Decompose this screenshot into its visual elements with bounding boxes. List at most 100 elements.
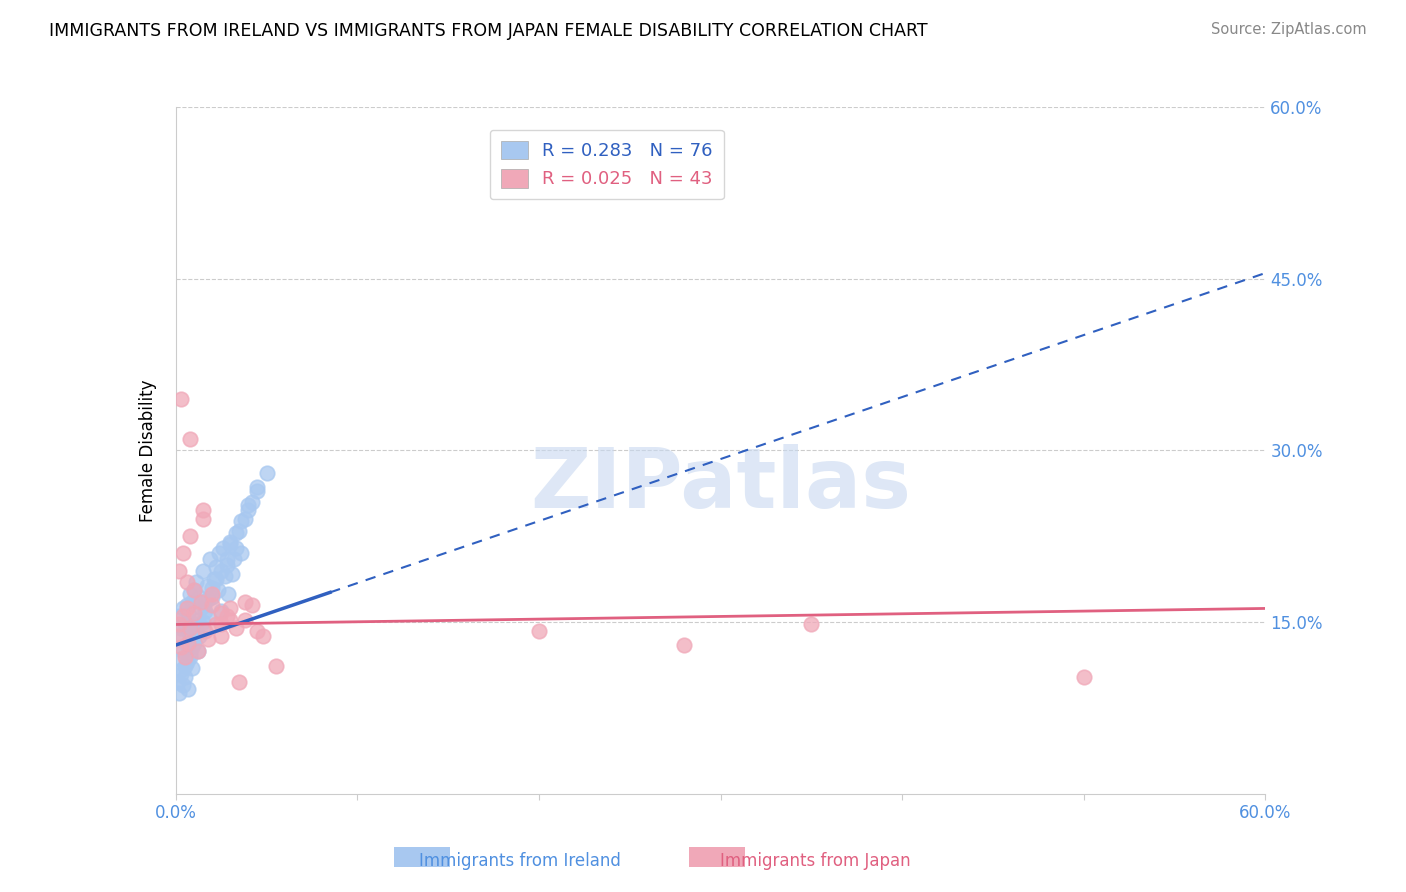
Point [176,575,198,590]
Point [1073,670,1095,684]
Point [194,624,217,639]
Point [172,609,194,624]
Point [207,583,229,598]
Point [225,541,247,555]
Point [233,613,256,627]
Point [166,629,188,643]
Point [246,480,269,494]
Point [179,647,201,661]
Point [191,621,214,635]
Point [202,572,225,586]
Point [200,552,222,566]
Point [177,606,200,620]
Point [184,575,207,590]
Point [166,674,188,689]
Point [209,606,232,620]
Point [204,572,226,586]
Point [197,632,219,647]
Point [179,529,201,543]
Point [169,617,191,632]
Point [225,621,247,635]
Point [201,581,224,595]
Point [173,658,195,673]
Point [181,661,204,675]
Point [169,652,191,666]
Point [179,586,201,600]
Point [188,629,211,643]
Point [181,594,204,608]
Point [221,567,243,582]
Point [176,655,198,669]
Point [194,604,217,618]
Point [246,483,269,498]
Point [527,624,550,639]
Point [172,678,194,692]
Point [228,524,250,538]
Point [177,624,200,639]
Point [231,546,253,561]
Point [195,578,218,592]
Point [170,663,193,677]
Point [231,515,253,529]
Point [186,644,209,658]
Point [238,499,260,513]
Point [191,564,214,578]
Text: IMMIGRANTS FROM IRELAND VS IMMIGRANTS FROM JAPAN FEMALE DISABILITY CORRELATION C: IMMIGRANTS FROM IRELAND VS IMMIGRANTS FR… [49,22,928,40]
Point [209,564,232,578]
Point [183,629,205,643]
Point [173,617,195,632]
Point [240,495,263,509]
Point [170,392,193,406]
Point [204,560,226,574]
Point [177,636,200,650]
Point [183,606,205,620]
Point [215,552,238,566]
Point [176,638,198,652]
Y-axis label: Female Disability: Female Disability [139,379,157,522]
Point [209,604,232,618]
Point [179,649,201,664]
Point [170,640,193,655]
Point [190,594,212,608]
Point [208,546,231,561]
Point [181,640,204,655]
Point [172,644,194,658]
Point [197,609,219,624]
Text: Source: ZipAtlas.com: Source: ZipAtlas.com [1211,22,1367,37]
Point [183,583,205,598]
Point [264,658,287,673]
Point [183,583,205,598]
Point [256,467,278,481]
Point [215,558,238,572]
Point [217,586,239,600]
Point [186,644,209,658]
Point [179,621,201,635]
Text: Immigrants from Ireland: Immigrants from Ireland [419,852,621,870]
Point [169,564,191,578]
Legend: R = 0.283   N = 76, R = 0.025   N = 43: R = 0.283 N = 76, R = 0.025 N = 43 [489,130,724,199]
Point [179,432,201,446]
Text: Immigrants from Japan: Immigrants from Japan [720,852,911,870]
Point [166,632,188,647]
Point [191,503,214,517]
Point [219,613,242,627]
Point [169,609,191,624]
Point [173,649,195,664]
Point [214,569,236,583]
Point [197,592,219,607]
Point [184,617,207,632]
Point [246,624,269,639]
Point [176,601,198,615]
Point [219,537,242,551]
Point [233,512,256,526]
Point [219,535,242,549]
Point [184,624,207,639]
Point [209,629,232,643]
Point [233,594,256,608]
Point [201,590,224,604]
Point [194,594,217,608]
Point [169,686,191,700]
Point [800,617,823,632]
Point [222,552,245,566]
Point [190,601,212,615]
